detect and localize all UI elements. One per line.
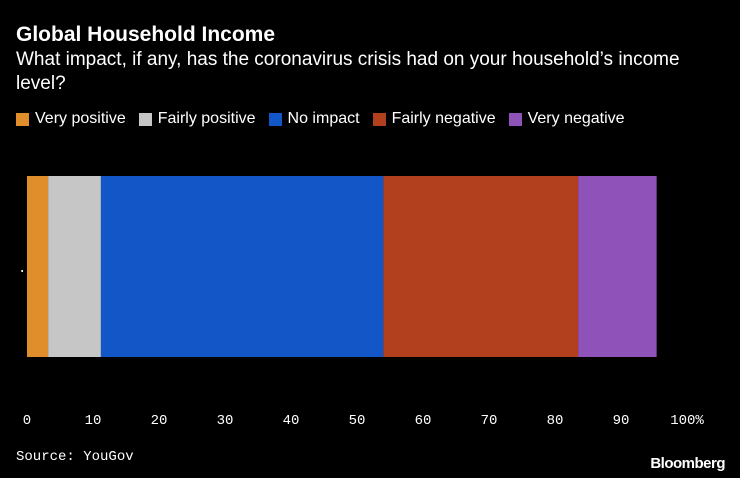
x-tick-label: 90	[613, 413, 630, 429]
x-tick-label: 0	[23, 413, 31, 429]
bar-segment-fairly-negative	[383, 176, 579, 357]
x-tick-label: 70	[481, 413, 498, 429]
category-label: .	[18, 261, 26, 277]
source-note: Source: YouGov	[16, 449, 134, 465]
legend-swatch	[138, 112, 152, 126]
legend-label: Fairly negative	[391, 110, 496, 127]
legend-swatch	[16, 112, 29, 126]
x-tick-label: 30	[217, 413, 234, 429]
legend-item: Fairly positive	[138, 109, 256, 129]
legend-label: Very negative	[527, 110, 625, 127]
chart-subtitle: What impact, if any, has the coronavirus…	[16, 49, 680, 94]
chart-title: Global Household Income	[16, 23, 276, 46]
x-tick-label: 80	[547, 413, 564, 429]
bar-segment-fairly-positive	[48, 176, 101, 357]
legend-label: No impact	[287, 110, 360, 127]
x-tick-label: 40	[283, 413, 300, 429]
bloomberg-logo: Bloomberg	[650, 455, 725, 472]
legend-swatch	[508, 112, 522, 126]
x-tick-label: 100%	[670, 413, 704, 429]
bar-segment-very-positive	[27, 176, 49, 357]
bar-segment-no-impact	[100, 176, 384, 357]
legend-item: Fairly negative	[372, 109, 496, 129]
legend-item: No impact	[268, 109, 360, 129]
legend-swatch	[268, 112, 282, 126]
x-tick-label: 50	[349, 413, 366, 429]
legend-swatch	[372, 112, 386, 126]
legend-label: Very positive	[35, 110, 126, 127]
x-tick-label: 20	[151, 413, 168, 429]
x-tick-label: 10	[85, 413, 102, 429]
legend-item: Very positive	[16, 109, 126, 129]
bar-segment-very-negative	[578, 176, 657, 357]
legend: Very positive Fairly positive No impact Fai…	[16, 109, 638, 129]
x-tick-label: 60	[415, 413, 432, 429]
legend-label: Fairly positive	[157, 110, 256, 127]
legend-item: Very negative	[508, 109, 625, 129]
